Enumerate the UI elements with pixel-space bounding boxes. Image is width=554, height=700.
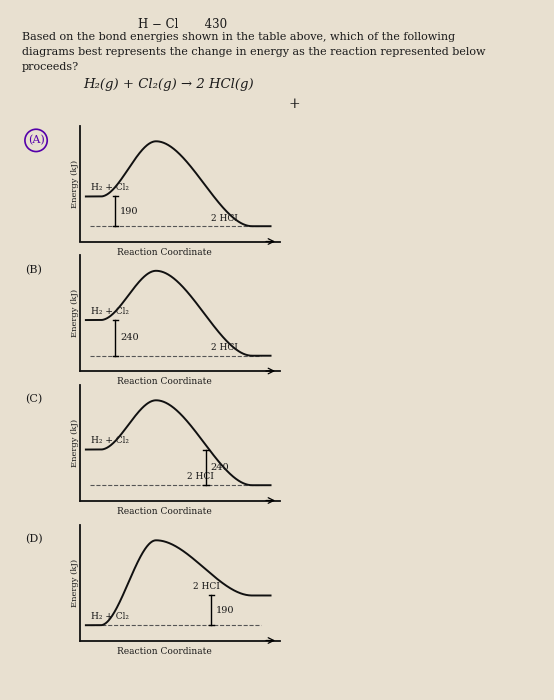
Y-axis label: Energy (kJ): Energy (kJ): [71, 419, 79, 467]
Text: 2 HCI: 2 HCI: [193, 582, 220, 592]
Text: (D): (D): [25, 534, 43, 545]
Y-axis label: Energy (kJ): Energy (kJ): [71, 160, 79, 208]
Y-axis label: Energy (kJ): Energy (kJ): [71, 289, 79, 337]
Y-axis label: Energy (kJ): Energy (kJ): [71, 559, 79, 607]
Text: H − Cl       430: H − Cl 430: [138, 18, 228, 31]
Text: Reaction Coordinate: Reaction Coordinate: [117, 377, 212, 386]
Text: diagrams best represents the change in energy as the reaction represented below: diagrams best represents the change in e…: [22, 47, 486, 57]
Text: proceeds?: proceeds?: [22, 62, 79, 72]
Text: 240: 240: [211, 463, 229, 472]
Text: H₂ + Cl₂: H₂ + Cl₂: [91, 436, 130, 445]
Text: H₂ + Cl₂: H₂ + Cl₂: [91, 612, 130, 621]
Text: 240: 240: [120, 333, 138, 342]
Text: Reaction Coordinate: Reaction Coordinate: [117, 507, 212, 516]
Text: 2 HCI: 2 HCI: [212, 343, 238, 352]
Text: +: +: [288, 97, 300, 111]
Text: H₂(g) + Cl₂(g) → 2 HCl(g): H₂(g) + Cl₂(g) → 2 HCl(g): [83, 78, 254, 91]
Text: H₂ + Cl₂: H₂ + Cl₂: [91, 183, 130, 192]
Text: 190: 190: [216, 606, 234, 615]
Text: (C): (C): [25, 394, 42, 405]
Text: 2 HCI: 2 HCI: [187, 472, 214, 481]
Text: 190: 190: [120, 207, 138, 216]
Text: 2 HCI: 2 HCI: [212, 214, 238, 223]
Text: Based on the bond energies shown in the table above, which of the following: Based on the bond energies shown in the …: [22, 32, 455, 41]
Text: Reaction Coordinate: Reaction Coordinate: [117, 647, 212, 656]
Text: (B): (B): [25, 265, 42, 275]
Text: H₂ + Cl₂: H₂ + Cl₂: [91, 307, 130, 316]
Text: Reaction Coordinate: Reaction Coordinate: [117, 248, 212, 257]
Text: (A): (A): [28, 135, 44, 146]
